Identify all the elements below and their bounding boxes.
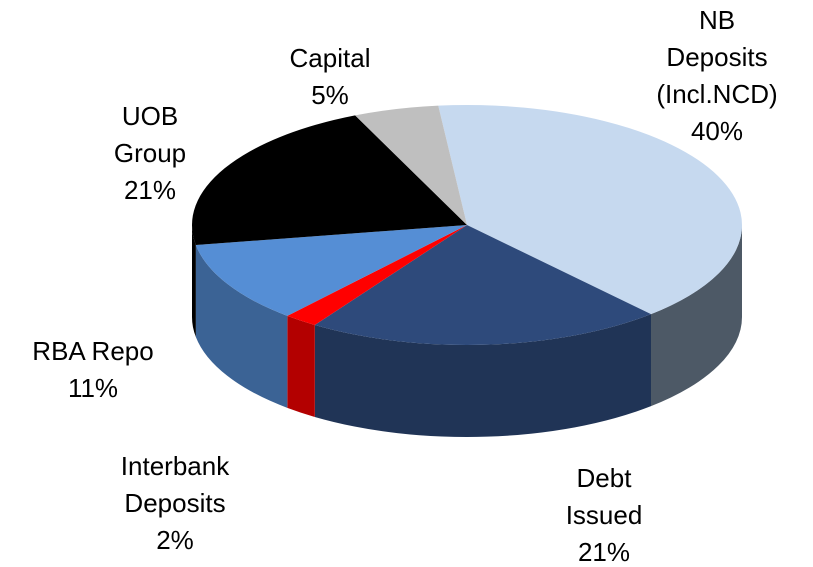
slice-side (314, 314, 652, 437)
slice-value-label: 5% (311, 80, 349, 110)
slice (195, 225, 468, 316)
slice (438, 105, 743, 315)
slice-side (287, 315, 315, 417)
slice-label: Interbank Deposits (121, 451, 230, 518)
slice-label: UOB Group (114, 101, 186, 168)
slice-value-label: 11% (68, 373, 118, 403)
slice-label: Capital (290, 43, 371, 73)
slice-value-label: 21% (578, 537, 630, 567)
labels: NB Deposits (Incl.NCD) 40% Debt Issued 21% Inte… (32, 5, 777, 567)
slice-value-label: 21% (124, 175, 176, 205)
slice-side (651, 225, 742, 407)
slice-label: RBA Repo (32, 336, 153, 366)
slice (314, 225, 652, 345)
pie-sides (192, 225, 742, 437)
slice-side (192, 225, 196, 338)
slice-value-label: 40% (691, 116, 743, 146)
slice (287, 225, 467, 325)
pie-tops (192, 105, 743, 345)
slice-label: NB Deposits (Incl.NCD) (656, 5, 777, 109)
slice-label: Debt Issued (566, 463, 643, 530)
slice-side (195, 245, 288, 408)
slice-value-label: 2% (156, 525, 194, 555)
slice (192, 115, 468, 246)
slice (355, 105, 467, 225)
